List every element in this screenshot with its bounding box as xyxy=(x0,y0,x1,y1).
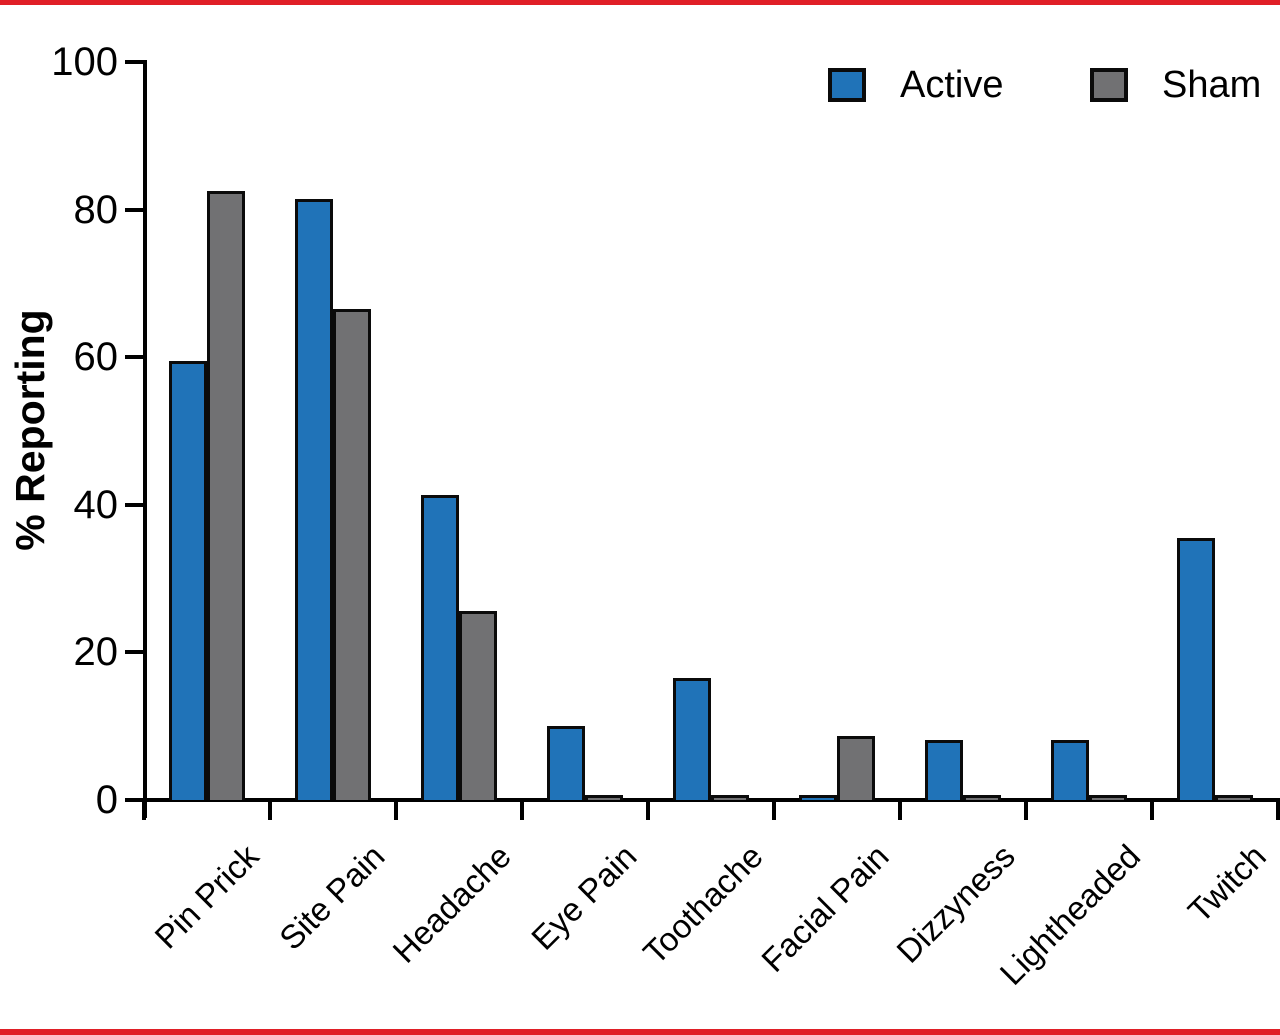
y-tick-label-100: 100 xyxy=(51,40,118,84)
x-category-label-dizzyness: Dizzyness xyxy=(888,837,1022,970)
bar-sham-headache xyxy=(459,611,497,800)
legend-swatch-sham-icon xyxy=(1090,68,1128,102)
bar-active-headache xyxy=(421,495,459,800)
top-border-line xyxy=(0,0,1280,5)
x-axis-line xyxy=(143,798,1280,802)
x-tick-7 xyxy=(1024,800,1028,820)
x-tick-6 xyxy=(898,800,902,820)
y-axis-title: % Reporting xyxy=(7,309,53,551)
legend-swatch-active-icon xyxy=(828,68,866,102)
y-tick-label-40: 40 xyxy=(73,482,119,527)
x-tick-3 xyxy=(520,800,524,820)
x-tick-0 xyxy=(142,800,146,820)
bar-sham-lightheaded xyxy=(1089,795,1127,800)
bar-active-lightheaded xyxy=(1051,740,1089,800)
y-tick-label-60: 60 xyxy=(73,335,119,380)
legend-item-active: Active xyxy=(828,66,1003,104)
bar-sham-site-pain xyxy=(333,309,371,800)
y-tick-100 xyxy=(125,60,145,64)
bar-active-site-pain xyxy=(295,199,333,800)
x-tick-4 xyxy=(646,800,650,820)
x-category-label-site-pain: Site Pain xyxy=(271,837,392,957)
bar-sham-twitch xyxy=(1215,795,1253,800)
x-category-label-facial-pain: Facial Pain xyxy=(753,837,896,979)
y-axis-line xyxy=(143,60,147,818)
y-tick-20 xyxy=(125,650,145,655)
bar-sham-eye-pain xyxy=(585,795,623,800)
y-tick-60 xyxy=(125,355,145,360)
bar-sham-dizzyness xyxy=(963,795,1001,800)
bar-active-toothache xyxy=(673,678,711,800)
bar-active-dizzyness xyxy=(925,740,963,800)
y-tick-0 xyxy=(125,798,145,802)
y-tick-label-80: 80 xyxy=(73,187,119,232)
legend-label-sham: Sham xyxy=(1162,64,1262,106)
y-tick-label-0: 0 xyxy=(95,778,118,822)
x-category-label-pin-prick: Pin Prick xyxy=(147,837,266,956)
x-tick-1 xyxy=(268,800,272,820)
bar-sham-toothache xyxy=(711,795,749,800)
y-tick-label-20: 20 xyxy=(73,630,119,675)
y-tick-40 xyxy=(125,502,145,507)
x-category-label-headache: Headache xyxy=(384,837,518,970)
x-tick-5 xyxy=(772,800,776,820)
bar-active-eye-pain xyxy=(547,726,585,800)
x-tick-8 xyxy=(1150,800,1154,820)
bar-active-facial-pain xyxy=(799,795,837,800)
bar-sham-facial-pain xyxy=(837,736,875,800)
legend-label-active: Active xyxy=(900,64,1004,106)
x-tick-9 xyxy=(1276,800,1280,820)
x-category-label-twitch: Twitch xyxy=(1181,837,1274,930)
bottom-border-line xyxy=(0,1029,1280,1035)
x-tick-2 xyxy=(394,800,398,820)
bar-sham-pin-prick xyxy=(207,191,245,800)
legend-item-sham: Sham xyxy=(1090,66,1261,104)
y-tick-80 xyxy=(125,207,145,212)
x-category-label-toothache: Toothache xyxy=(635,837,770,972)
bar-active-twitch xyxy=(1177,538,1215,800)
x-category-label-eye-pain: Eye Pain xyxy=(523,837,644,957)
bar-active-pin-prick xyxy=(169,361,207,800)
